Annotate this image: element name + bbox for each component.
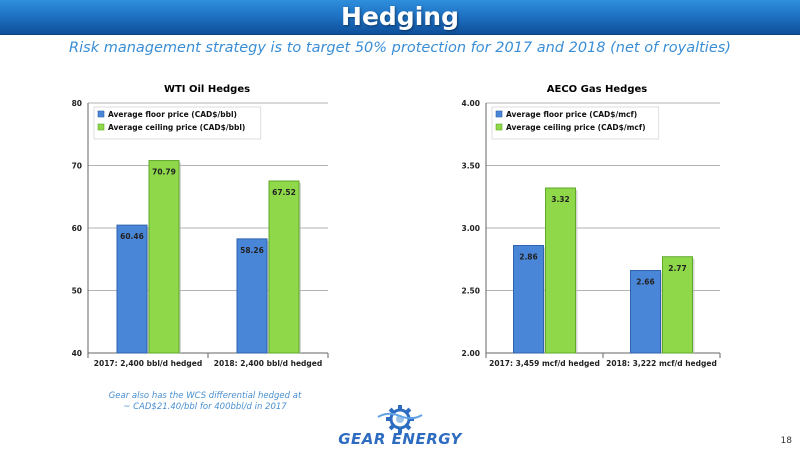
legend-box — [93, 106, 262, 140]
data-label: 58.26 — [240, 246, 264, 255]
legend-swatch — [97, 110, 105, 118]
data-label: 70.79 — [152, 168, 176, 177]
y-tick-label: 2.50 — [461, 287, 480, 296]
bar — [268, 180, 300, 354]
data-label: 3.32 — [551, 195, 570, 204]
y-tick-label: 3.00 — [461, 224, 480, 233]
bar — [662, 256, 693, 354]
legend-swatch — [495, 123, 503, 131]
logo-word-gear: GEAR — [338, 430, 386, 448]
chart-title: WTI Oil Hedges — [164, 84, 250, 95]
y-tick-label: 4.00 — [461, 99, 480, 108]
data-label: 2.86 — [519, 253, 538, 262]
y-tick-label: 50 — [72, 287, 82, 296]
y-tick-label: 80 — [72, 99, 82, 108]
footnote-line-2: ~ CAD$21.40/bbl for 400bbl/d in 2017 — [123, 402, 287, 412]
bar — [116, 224, 148, 354]
logo-word-energy: ENERGY — [391, 430, 462, 448]
legend-label: Average floor price (CAD$/mcf) — [506, 110, 637, 119]
y-tick-label: 40 — [72, 349, 82, 358]
legend: Average floor price (CAD$/bbl) Average ce… — [93, 106, 262, 140]
data-label: 2.66 — [636, 278, 655, 287]
gear-icon — [377, 405, 423, 433]
chart-2: AECO Gas Hedges 2.00 2.50 3.00 3.50 4.00 2017:… — [461, 84, 721, 368]
legend-box — [491, 106, 660, 140]
y-tick-label: 60 — [72, 224, 82, 233]
data-label: 2.77 — [668, 264, 687, 273]
data-label: 60.46 — [120, 232, 144, 241]
bar — [513, 245, 544, 354]
legend-label: Average floor price (CAD$/bbl) — [108, 110, 237, 119]
x-category-label: 2017: 2,400 bbl/d hedged — [94, 359, 202, 368]
chart-title: AECO Gas Hedges — [547, 84, 648, 95]
y-tick-label: 2.00 — [461, 349, 480, 358]
data-label: 67.52 — [272, 188, 296, 197]
legend-swatch — [495, 110, 503, 118]
bar — [545, 187, 576, 354]
bar — [236, 238, 268, 354]
company-logo-text: GEAR ENERGY — [300, 431, 500, 447]
legend-label: Average ceiling price (CAD$/bbl) — [108, 123, 245, 132]
page-number: 18 — [780, 436, 792, 446]
footnote: Gear also has the WCS differential hedge… — [100, 391, 310, 413]
x-category-label: 2017: 3,459 mcf/d hedged — [489, 359, 600, 368]
chart-1: WTI Oil Hedges 40 50 60 70 80 2017: 2,400 bbl/… — [72, 84, 329, 368]
legend-swatch — [97, 123, 105, 131]
bar — [630, 270, 661, 354]
footnote-line-1: Gear also has the WCS differential hedge… — [108, 391, 302, 401]
legend-label: Average ceiling price (CAD$/mcf) — [506, 123, 646, 132]
page-title: Hedging — [341, 2, 459, 31]
x-category-label: 2018: 2,400 bbl/d hedged — [214, 359, 322, 368]
header-bar: Hedging — [0, 0, 800, 35]
y-tick-label: 3.50 — [461, 162, 480, 171]
y-tick-label: 70 — [72, 162, 82, 171]
legend: Average floor price (CAD$/mcf) Average ce… — [491, 106, 660, 140]
slide-subtitle: Risk management strategy is to target 50… — [69, 40, 731, 56]
x-category-label: 2018: 3,222 mcf/d hedged — [606, 359, 717, 368]
bar — [148, 160, 180, 354]
